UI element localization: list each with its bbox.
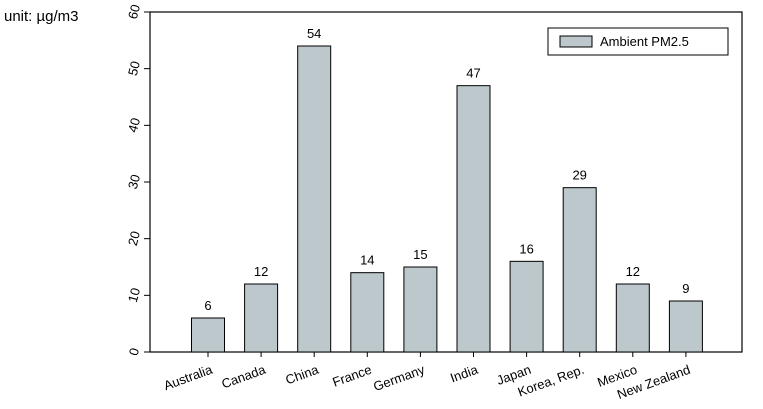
- bar: [403, 266, 438, 353]
- bar: [456, 85, 491, 353]
- bars: 6 12 54 14 15 47 16 29 12 9: [191, 26, 703, 353]
- bar-value-label: 47: [466, 66, 480, 81]
- bar-value-label: 9: [682, 281, 689, 296]
- y-axis: 0 10 20 30 40 50 60: [125, 3, 150, 357]
- x-tick-label: Australia: [162, 361, 215, 393]
- x-tick-label: India: [448, 361, 480, 385]
- bar: [615, 283, 650, 353]
- bar-value-label: 6: [204, 298, 211, 313]
- bar: [297, 45, 332, 353]
- bar-value-label: 12: [254, 264, 268, 279]
- y-tick-label: 50: [125, 59, 143, 77]
- bar-value-label: 29: [572, 168, 586, 183]
- bar: [191, 317, 225, 353]
- legend: Ambient PM2.5: [547, 27, 729, 56]
- bar-value-label: 15: [413, 247, 427, 262]
- unit-label: unit: µg/m3: [4, 8, 79, 25]
- y-tick-label: 10: [125, 286, 143, 304]
- x-tick-label: Germany: [371, 362, 427, 395]
- bar: [350, 272, 385, 353]
- bar: [562, 187, 597, 353]
- bar-value-label: 12: [626, 264, 640, 279]
- bar: [244, 283, 279, 353]
- bar: [509, 260, 544, 353]
- legend-label: Ambient PM2.5: [600, 34, 689, 49]
- bar-value-label: 54: [307, 26, 321, 41]
- y-tick-label: 20: [125, 229, 143, 247]
- y-tick-label: 30: [125, 173, 143, 191]
- x-tick-label: Canada: [219, 361, 268, 391]
- plot-frame: [149, 11, 743, 353]
- bar-value-label: 16: [519, 241, 533, 256]
- y-tick-label: 60: [125, 3, 143, 21]
- legend-swatch: [559, 35, 593, 48]
- bar-value-label: 14: [360, 253, 374, 268]
- y-tick-label: 40: [125, 116, 143, 134]
- x-tick-label: France: [330, 362, 373, 390]
- x-tick-label: China: [283, 361, 321, 387]
- bar: [668, 300, 703, 353]
- y-tick-label: 0: [126, 346, 142, 357]
